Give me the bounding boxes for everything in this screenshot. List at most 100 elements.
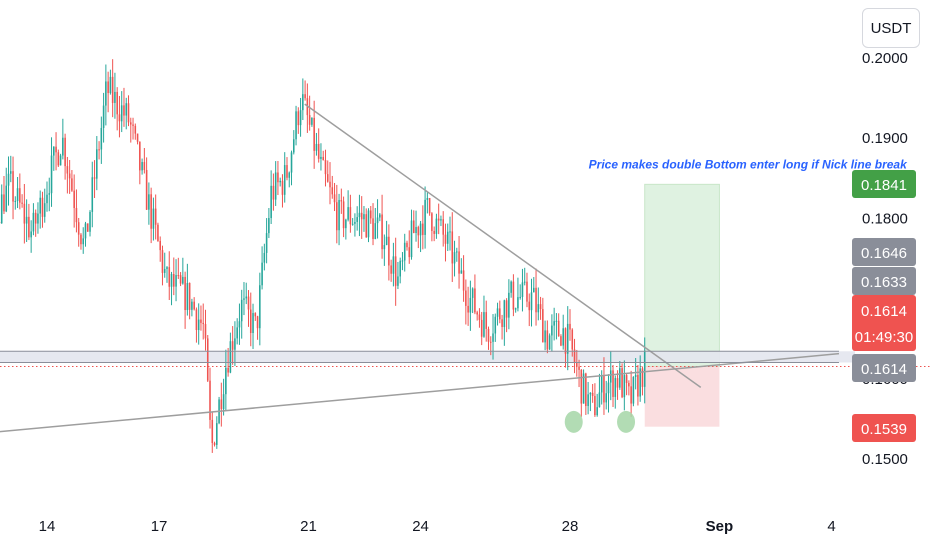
candle[interactable]: [376, 217, 379, 224]
candle[interactable]: [637, 374, 639, 397]
candle[interactable]: [118, 114, 121, 122]
candle[interactable]: [573, 349, 576, 363]
candle[interactable]: [3, 194, 5, 212]
candle[interactable]: [148, 194, 150, 210]
candle[interactable]: [195, 309, 198, 331]
candle[interactable]: [283, 165, 286, 195]
candle[interactable]: [320, 156, 322, 159]
stop-zone[interactable]: [644, 366, 720, 427]
candle[interactable]: [277, 172, 279, 183]
candle[interactable]: [594, 395, 596, 416]
candle[interactable]: [281, 180, 284, 195]
candle[interactable]: [412, 220, 415, 233]
candle[interactable]: [21, 202, 23, 204]
candle[interactable]: [406, 242, 408, 248]
candle[interactable]: [12, 171, 14, 202]
candle[interactable]: [605, 393, 608, 403]
candle[interactable]: [381, 214, 383, 250]
candle[interactable]: [345, 219, 347, 229]
candle[interactable]: [435, 218, 438, 234]
candle[interactable]: [456, 251, 458, 253]
candle[interactable]: [222, 394, 225, 410]
candle[interactable]: [265, 233, 268, 253]
candle[interactable]: [220, 399, 223, 410]
candle[interactable]: [197, 319, 200, 331]
candle[interactable]: [263, 252, 266, 263]
candle[interactable]: [19, 188, 21, 203]
candle[interactable]: [166, 267, 168, 269]
candle[interactable]: [408, 247, 411, 258]
candle[interactable]: [270, 185, 272, 219]
candle[interactable]: [247, 296, 250, 310]
descending-trendline[interactable]: [304, 103, 702, 388]
candle[interactable]: [209, 380, 211, 420]
candle[interactable]: [385, 236, 388, 246]
candle[interactable]: [489, 341, 492, 343]
candle[interactable]: [625, 375, 628, 383]
candle[interactable]: [80, 234, 82, 245]
candle[interactable]: [41, 197, 44, 217]
candle[interactable]: [600, 375, 603, 393]
candle[interactable]: [523, 281, 526, 283]
candle[interactable]: [75, 208, 78, 223]
candle[interactable]: [225, 367, 227, 395]
candle[interactable]: [367, 210, 370, 238]
candle[interactable]: [268, 218, 270, 234]
candle[interactable]: [182, 276, 184, 284]
candle[interactable]: [444, 234, 447, 244]
candle[interactable]: [66, 166, 69, 174]
candle[interactable]: [55, 146, 57, 153]
candle[interactable]: [249, 309, 252, 334]
candle[interactable]: [349, 207, 352, 225]
candle[interactable]: [243, 298, 245, 300]
candle[interactable]: [202, 322, 205, 325]
candle[interactable]: [288, 172, 291, 178]
candle[interactable]: [125, 103, 128, 116]
candle[interactable]: [216, 423, 218, 445]
candle[interactable]: [338, 200, 340, 231]
candle[interactable]: [492, 333, 494, 342]
candle[interactable]: [394, 256, 397, 286]
candle[interactable]: [16, 188, 19, 201]
candle[interactable]: [360, 212, 363, 220]
candle[interactable]: [311, 117, 313, 125]
candle[interactable]: [329, 181, 331, 188]
candle[interactable]: [562, 328, 565, 346]
candle[interactable]: [560, 336, 562, 346]
candle[interactable]: [286, 165, 288, 178]
candle[interactable]: [139, 141, 141, 171]
candle[interactable]: [555, 320, 558, 322]
candle[interactable]: [114, 91, 116, 103]
candle[interactable]: [227, 367, 229, 373]
candle[interactable]: [630, 386, 632, 404]
candle[interactable]: [102, 105, 105, 128]
candle[interactable]: [451, 231, 454, 264]
candle[interactable]: [440, 219, 442, 221]
candle[interactable]: [483, 312, 485, 337]
candle[interactable]: [528, 301, 531, 311]
candle[interactable]: [188, 283, 191, 310]
candle[interactable]: [639, 368, 641, 397]
candle[interactable]: [179, 275, 182, 284]
candle[interactable]: [299, 110, 302, 126]
candle[interactable]: [503, 300, 506, 327]
candle[interactable]: [480, 319, 483, 337]
candle[interactable]: [46, 194, 48, 204]
candle[interactable]: [415, 227, 417, 233]
candle[interactable]: [551, 325, 553, 336]
candle[interactable]: [111, 76, 114, 103]
candle[interactable]: [397, 276, 399, 286]
candle[interactable]: [333, 194, 336, 203]
candle[interactable]: [229, 341, 232, 373]
candle[interactable]: [245, 296, 248, 299]
candle[interactable]: [422, 223, 424, 235]
candle[interactable]: [514, 308, 517, 310]
candle[interactable]: [557, 320, 560, 337]
candle[interactable]: [0, 194, 3, 224]
candle[interactable]: [127, 103, 130, 123]
candle[interactable]: [259, 285, 261, 329]
candle[interactable]: [354, 221, 356, 224]
candle[interactable]: [331, 187, 334, 195]
candle[interactable]: [585, 373, 587, 407]
candle[interactable]: [526, 281, 528, 302]
